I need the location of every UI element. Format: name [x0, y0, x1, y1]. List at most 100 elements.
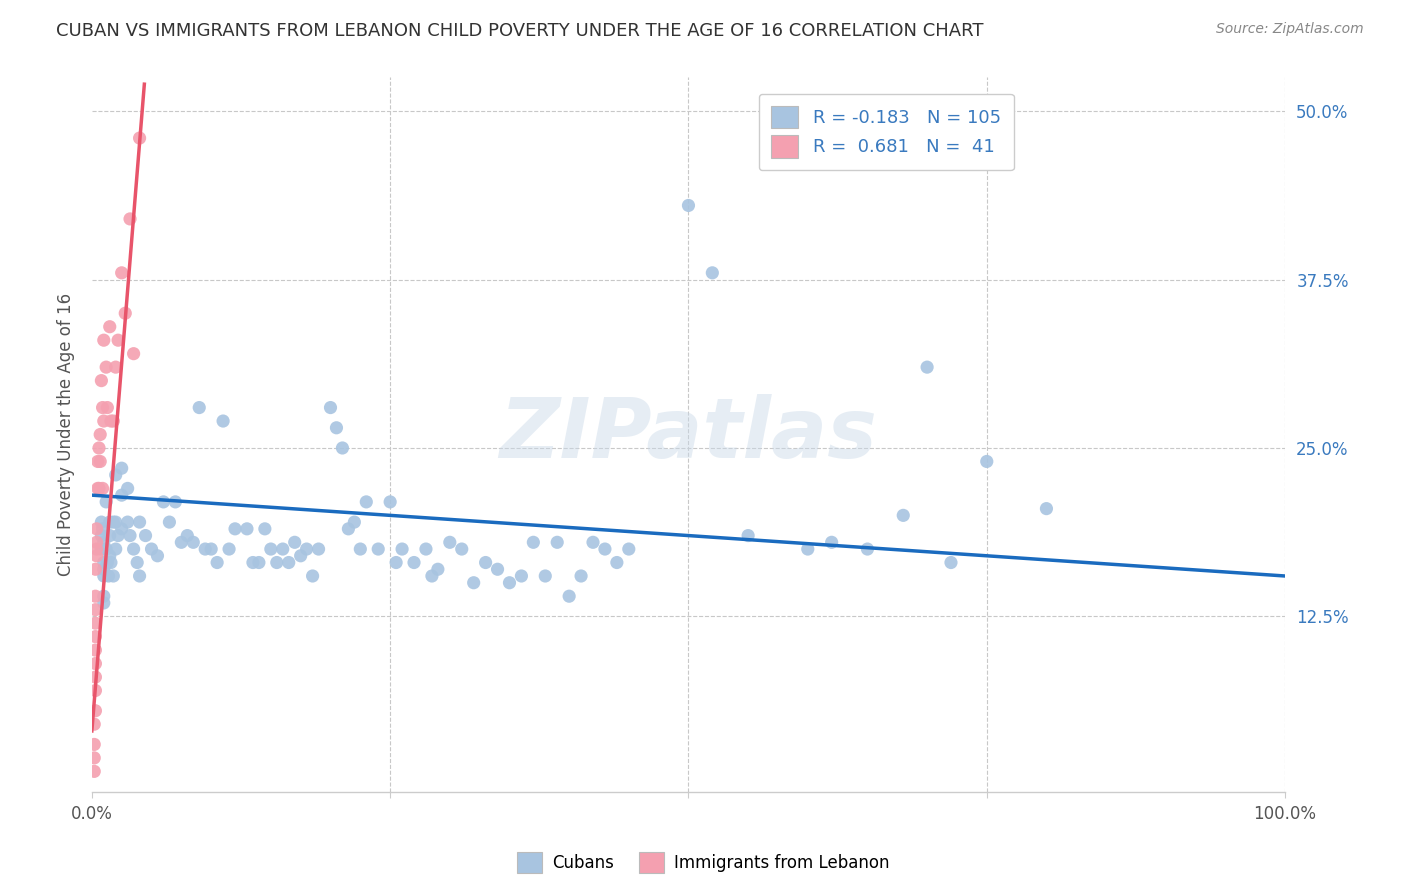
Point	[325, 421, 347, 435]
Point	[98, 528, 121, 542]
Point	[212, 414, 235, 428]
Point	[569, 569, 592, 583]
Y-axis label: Child Poverty Under the Age of 16: Child Poverty Under the Age of 16	[58, 293, 75, 576]
Point	[260, 542, 283, 557]
Point	[510, 569, 533, 583]
Point	[89, 427, 111, 442]
Point	[93, 562, 115, 576]
Point	[91, 522, 114, 536]
Point	[247, 556, 270, 570]
Point	[135, 528, 157, 542]
Point	[284, 535, 307, 549]
Point	[141, 542, 163, 557]
Point	[308, 542, 330, 557]
Point	[165, 495, 187, 509]
Point	[415, 542, 437, 557]
Point	[104, 542, 127, 557]
Point	[797, 542, 820, 557]
Point	[89, 454, 111, 468]
Point	[91, 401, 114, 415]
Point	[939, 556, 962, 570]
Point	[87, 482, 110, 496]
Point	[84, 670, 107, 684]
Point	[104, 515, 127, 529]
Point	[104, 360, 127, 375]
Legend: R = -0.183   N = 105, R =  0.681   N =  41: R = -0.183 N = 105, R = 0.681 N = 41	[759, 94, 1014, 170]
Point	[84, 630, 107, 644]
Point	[84, 704, 107, 718]
Point	[84, 562, 107, 576]
Point	[332, 441, 354, 455]
Point	[176, 528, 198, 542]
Point	[128, 515, 150, 529]
Point	[111, 488, 134, 502]
Point	[83, 764, 105, 779]
Point	[170, 535, 193, 549]
Point	[122, 346, 145, 360]
Point	[84, 657, 107, 671]
Point	[96, 542, 118, 557]
Point	[90, 515, 112, 529]
Point	[349, 542, 371, 557]
Point	[319, 401, 342, 415]
Point	[463, 575, 485, 590]
Point	[118, 528, 141, 542]
Point	[152, 495, 174, 509]
Point	[702, 266, 724, 280]
Point	[87, 482, 110, 496]
Point	[83, 738, 105, 752]
Point	[558, 589, 581, 603]
Point	[236, 522, 259, 536]
Point	[450, 542, 472, 557]
Point	[391, 542, 413, 557]
Point	[367, 542, 389, 557]
Point	[103, 414, 125, 428]
Point	[420, 569, 443, 583]
Point	[100, 414, 122, 428]
Point	[84, 589, 107, 603]
Point	[128, 569, 150, 583]
Point	[915, 360, 938, 375]
Point	[83, 751, 105, 765]
Point	[84, 643, 107, 657]
Point	[593, 542, 616, 557]
Text: CUBAN VS IMMIGRANTS FROM LEBANON CHILD POVERTY UNDER THE AGE OF 16 CORRELATION C: CUBAN VS IMMIGRANTS FROM LEBANON CHILD P…	[56, 22, 984, 40]
Point	[474, 556, 496, 570]
Point	[200, 542, 222, 557]
Point	[103, 569, 125, 583]
Point	[93, 414, 115, 428]
Point	[84, 683, 107, 698]
Point	[111, 461, 134, 475]
Point	[439, 535, 461, 549]
Point	[426, 562, 449, 576]
Point	[104, 467, 127, 482]
Point	[1035, 501, 1057, 516]
Point	[107, 528, 129, 542]
Point	[582, 535, 605, 549]
Point	[205, 556, 228, 570]
Point	[402, 556, 425, 570]
Point	[188, 401, 211, 415]
Point	[498, 575, 520, 590]
Point	[98, 549, 121, 563]
Point	[737, 528, 759, 542]
Point	[98, 515, 121, 529]
Point	[96, 556, 118, 570]
Point	[271, 542, 294, 557]
Point	[86, 549, 108, 563]
Point	[100, 556, 122, 570]
Point	[337, 522, 360, 536]
Point	[617, 542, 640, 557]
Point	[356, 495, 378, 509]
Point	[157, 515, 180, 529]
Point	[96, 360, 118, 375]
Point	[111, 522, 134, 536]
Point	[224, 522, 246, 536]
Point	[891, 508, 914, 523]
Point	[96, 401, 118, 415]
Point	[117, 482, 139, 496]
Point	[343, 515, 366, 529]
Point	[678, 198, 700, 212]
Point	[277, 556, 299, 570]
Point	[118, 211, 141, 226]
